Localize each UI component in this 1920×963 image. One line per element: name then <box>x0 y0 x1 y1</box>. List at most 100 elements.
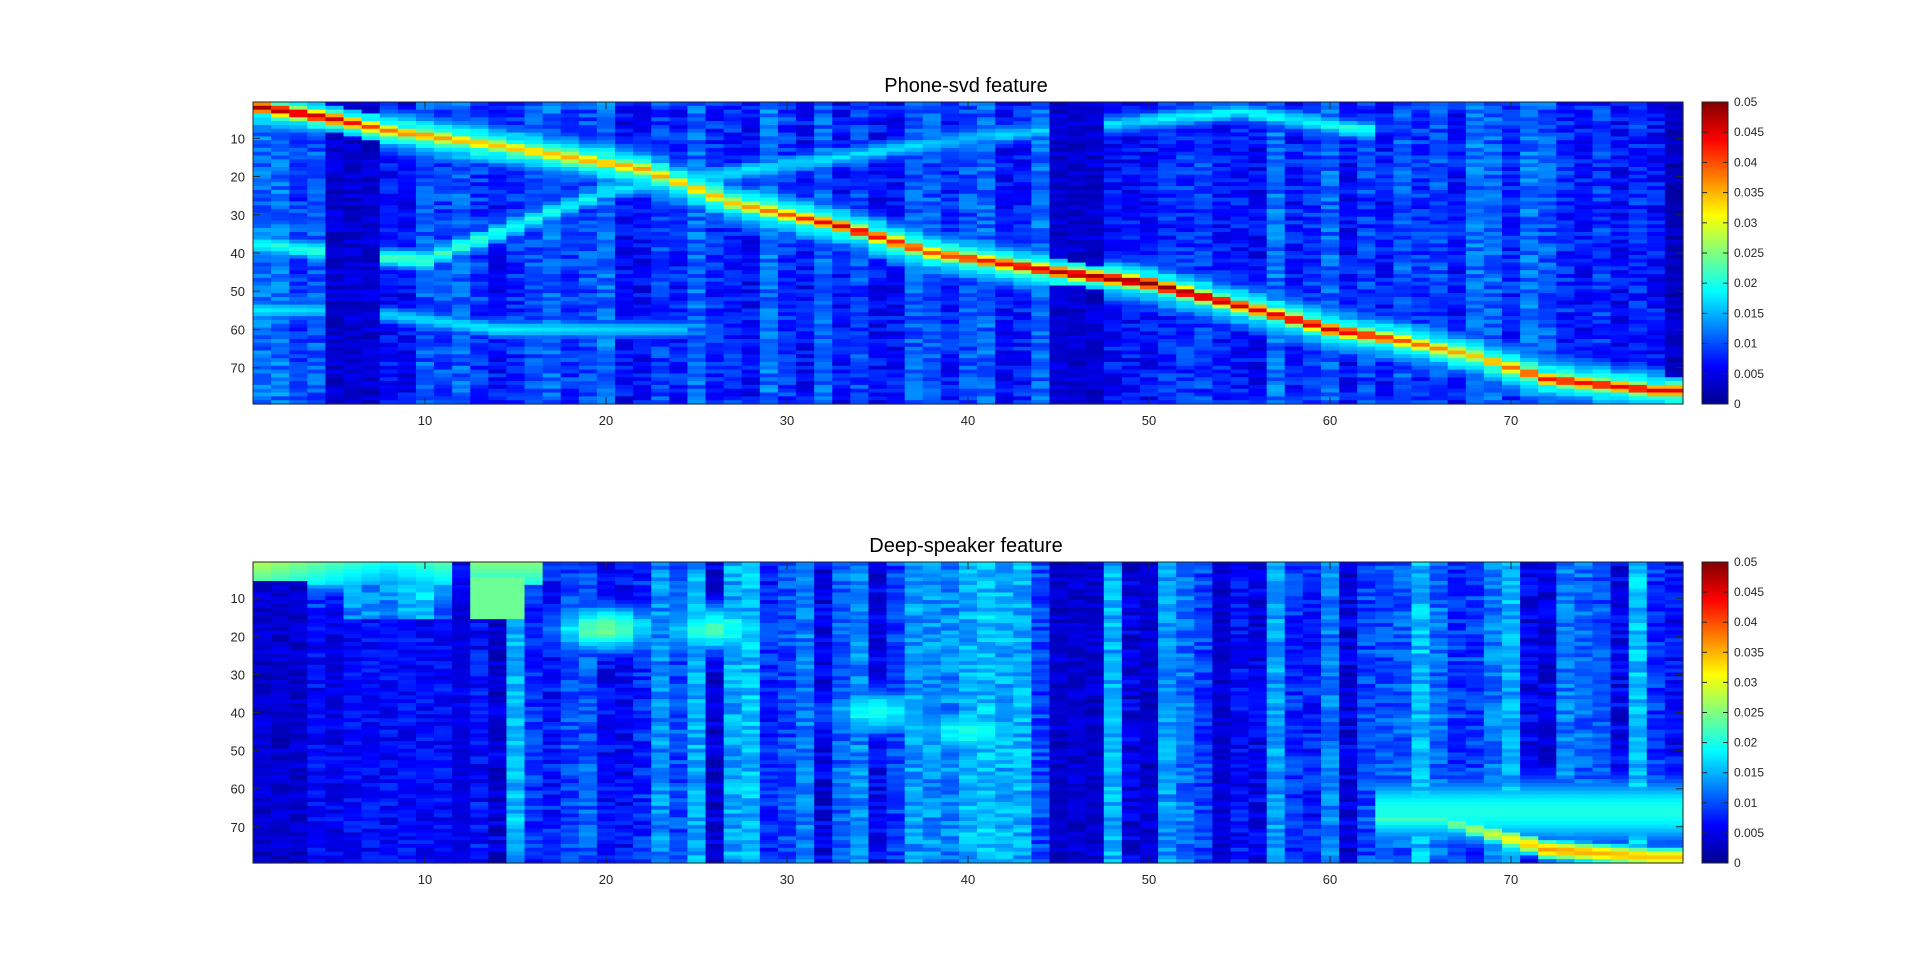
heatmap-cell <box>452 216 471 222</box>
heatmap-cell <box>1664 251 1684 256</box>
heatmap-cell <box>1013 182 1032 187</box>
heatmap-cell <box>1013 247 1032 252</box>
heatmap-cell <box>253 304 272 310</box>
heatmap-cell <box>434 335 453 340</box>
heatmap-cell <box>1266 140 1286 145</box>
heatmap-cell <box>1610 270 1630 275</box>
heatmap-cell <box>1302 304 1322 310</box>
heatmap-cell <box>1049 228 1069 233</box>
heatmap-cell <box>651 243 670 248</box>
heatmap-cell <box>560 144 580 149</box>
heatmap-cell <box>343 140 363 145</box>
heatmap-cell <box>1429 270 1449 275</box>
heatmap-cell <box>868 231 888 237</box>
heatmap-cell <box>415 212 435 218</box>
heatmap-cell <box>1266 258 1286 264</box>
heatmap-cell <box>452 339 471 344</box>
heatmap-cell <box>1465 117 1485 122</box>
heatmap-cell <box>307 151 326 157</box>
heatmap-cell <box>1284 174 1304 180</box>
heatmap-cell <box>777 144 797 149</box>
heatmap-cell <box>1429 339 1449 344</box>
heatmap-cell <box>1411 109 1431 115</box>
heatmap-cell <box>289 266 308 271</box>
heatmap-cell <box>307 140 326 145</box>
heatmap-cell <box>397 197 417 202</box>
heatmap-cell <box>434 128 453 134</box>
heatmap-cell <box>1411 140 1431 145</box>
heatmap-cell <box>524 113 544 118</box>
heatmap-cell <box>343 147 363 153</box>
heatmap-cell <box>578 124 598 130</box>
heatmap-cell <box>488 109 508 115</box>
heatmap-cell <box>1501 296 1521 302</box>
heatmap-cell <box>361 193 381 199</box>
heatmap-cell <box>850 216 870 222</box>
heatmap-cell <box>361 182 381 187</box>
heatmap-cell <box>687 270 707 275</box>
heatmap-cell <box>759 316 779 321</box>
heatmap-cell <box>1411 270 1431 275</box>
heatmap-cell <box>1447 109 1467 115</box>
heatmap-cell <box>1121 140 1141 145</box>
heatmap-cell <box>1013 140 1032 145</box>
heatmap-cell <box>1610 274 1630 279</box>
heatmap-cell <box>1411 193 1431 199</box>
heatmap-cell <box>325 174 345 180</box>
heatmap-cell <box>814 124 833 130</box>
heatmap-cell <box>1501 174 1521 180</box>
heatmap-cell <box>1103 102 1123 107</box>
heatmap-cell <box>1357 144 1376 149</box>
heatmap-cell <box>977 224 996 229</box>
heatmap-cell <box>633 174 652 180</box>
heatmap-cell <box>1375 251 1394 256</box>
heatmap-cell <box>1158 197 1177 202</box>
heatmap-cell <box>669 243 689 248</box>
heatmap-cell <box>651 205 670 210</box>
heatmap-cell <box>940 109 960 115</box>
heatmap-cell <box>940 197 960 202</box>
heatmap-cell <box>705 300 725 306</box>
heatmap-cell <box>1592 331 1612 336</box>
heatmap-cell <box>1447 339 1467 344</box>
heatmap-cell <box>723 102 743 107</box>
heatmap-cell <box>922 147 942 153</box>
heatmap-cell <box>669 296 689 302</box>
heatmap-cell <box>723 209 743 214</box>
heatmap-cell <box>1067 170 1087 176</box>
heatmap-cell <box>253 140 272 145</box>
heatmap-cell <box>832 201 851 206</box>
heatmap-cell <box>633 316 652 321</box>
heatmap-cell <box>940 266 960 271</box>
heatmap-cell <box>814 182 833 187</box>
heatmap-cell <box>958 128 978 134</box>
heatmap-cell <box>379 239 399 245</box>
heatmap-cell <box>1375 243 1394 248</box>
heatmap-cell <box>1339 124 1358 130</box>
heatmap-cell <box>1121 254 1141 260</box>
heatmap-cell <box>1266 109 1286 115</box>
heatmap-cell <box>868 308 888 313</box>
heatmap-cell <box>886 197 906 202</box>
heatmap-cell <box>1194 155 1213 160</box>
heatmap-cell <box>1139 316 1159 321</box>
heatmap-cell <box>1483 170 1503 176</box>
heatmap-cell <box>1411 144 1431 149</box>
heatmap-cell <box>488 182 508 187</box>
heatmap-cell <box>379 147 399 153</box>
heatmap-cell <box>1411 235 1431 241</box>
heatmap-cell <box>1103 300 1123 306</box>
heatmap-cell <box>633 159 652 164</box>
heatmap-cell <box>759 163 779 168</box>
heatmap-cell <box>977 285 996 290</box>
heatmap-cell <box>1103 109 1123 115</box>
heatmap-cell <box>615 102 634 107</box>
heatmap-cell <box>1085 186 1105 191</box>
heatmap-cell <box>886 109 906 115</box>
heatmap-cell <box>1628 327 1648 332</box>
heatmap-cell <box>1375 121 1394 126</box>
heatmap-cell <box>1176 124 1195 130</box>
heatmap-cell <box>1664 159 1684 164</box>
heatmap-cell <box>1501 277 1521 283</box>
heatmap-cell <box>506 113 526 118</box>
